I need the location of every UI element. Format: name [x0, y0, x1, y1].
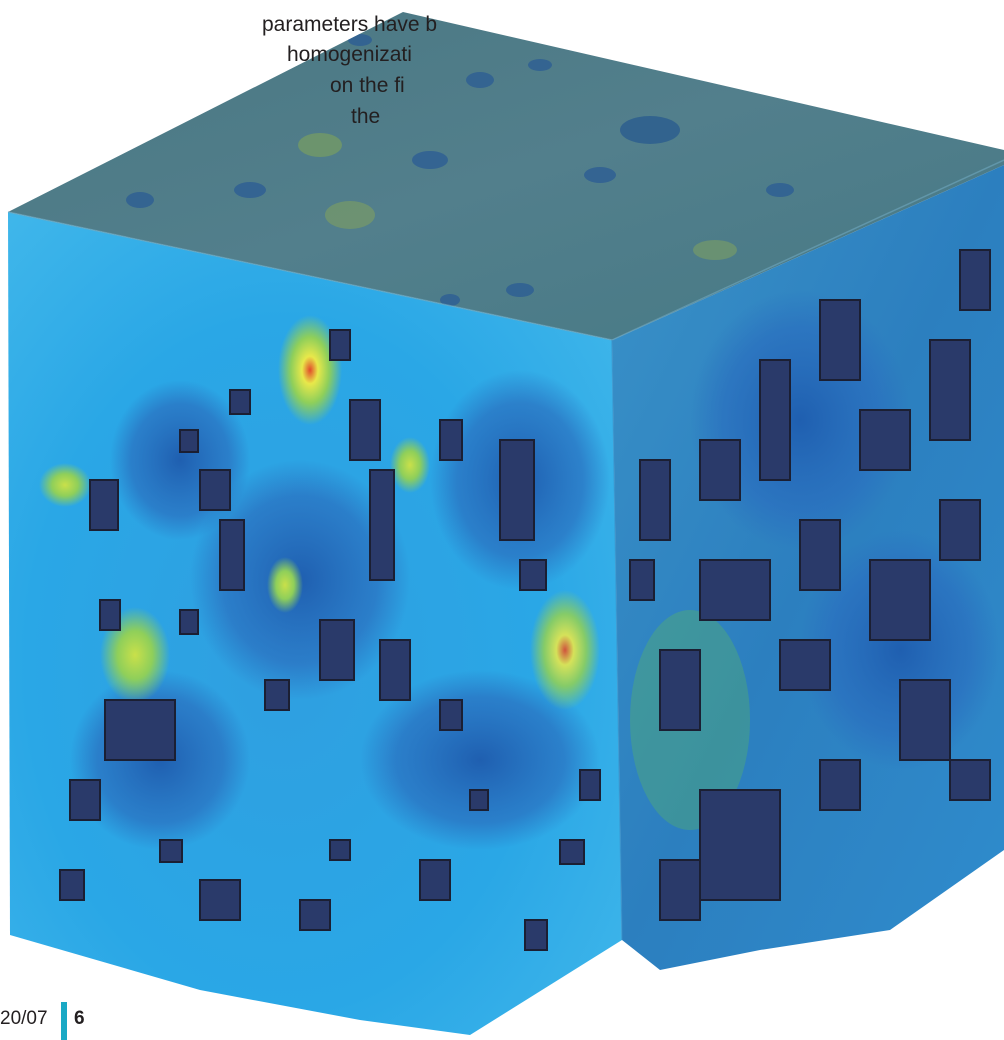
- caption-line: parameters have b: [262, 13, 438, 36]
- cube-top-face: [8, 12, 1004, 340]
- footer-date: 20/07: [0, 1008, 48, 1029]
- front-face-inclusions: [39, 315, 610, 951]
- page-number: 6: [74, 1008, 85, 1029]
- caption-line: homogenizati: [287, 43, 412, 66]
- footer-accent-bar: [61, 1002, 67, 1040]
- caption-line: on the fi: [330, 74, 405, 97]
- side-face-inclusions: [629, 249, 1000, 921]
- caption-line: the: [351, 105, 381, 128]
